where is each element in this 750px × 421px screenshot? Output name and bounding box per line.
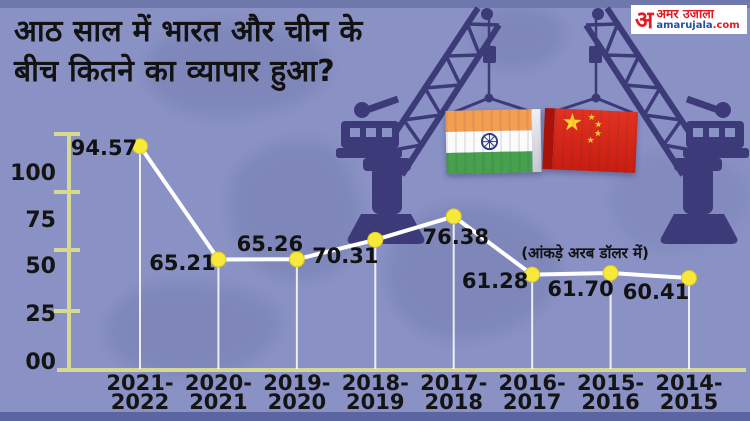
page-title-line1: आठ साल में भारत और चीन के: [14, 14, 363, 49]
amar-ujala-logo-mark: अ: [635, 5, 654, 34]
y-axis-tick: [54, 248, 80, 252]
x-axis-label: 2015- 2016: [576, 371, 645, 414]
y-axis-label: 25: [25, 302, 56, 327]
amar-ujala-brand-name: अमर उजाला: [656, 5, 714, 21]
x-axis-label: 2021- 2022: [106, 371, 174, 414]
india-flag-container: [445, 109, 542, 174]
y-axis-tick: [54, 190, 80, 194]
value-label: 65.26: [236, 232, 304, 257]
value-label: 70.31: [312, 243, 379, 268]
y-axis-label: 75: [25, 208, 56, 233]
data-point: [288, 251, 305, 268]
data-point: [132, 138, 148, 155]
y-axis-tick: [54, 132, 80, 136]
y-axis-label: 100: [10, 161, 56, 186]
y-axis-label: 50: [25, 254, 56, 279]
data-point: [681, 269, 698, 286]
india-flag: [445, 109, 533, 174]
x-axis-label: 2020- 2021: [184, 371, 252, 414]
x-axis-label: 2019- 2020: [263, 371, 331, 414]
value-label: 65.21: [149, 251, 216, 276]
india-flag-white-band: [445, 130, 533, 153]
value-label: 94.57: [70, 136, 138, 161]
data-point: [367, 231, 384, 248]
data-point: [210, 251, 227, 268]
amar-ujala-logo: अ अमर उजाला amarujala.com: [631, 5, 747, 34]
data-point: [602, 265, 619, 282]
y-axis: [67, 133, 71, 371]
y-axis-tick: [54, 309, 80, 313]
data-point: [445, 208, 462, 225]
value-label: 60.41: [622, 279, 690, 304]
value-label: 61.28: [461, 268, 529, 293]
bottom-edge-strip: [0, 412, 750, 421]
x-axis-label: 2017- 2018: [420, 371, 488, 414]
page-title: आठ साल में भारत और चीन के बीच कितने का व…: [14, 12, 363, 92]
x-axis-label: 2016- 2017: [498, 371, 566, 414]
y-axis-label: 00: [25, 350, 56, 375]
trend-line: [138, 144, 692, 280]
unit-note: (आंकड़े अरब डॉलर में): [521, 244, 649, 262]
x-axis: [57, 368, 746, 372]
x-axis-label: 2014- 2015: [655, 371, 723, 414]
x-axis-label: 2018- 2019: [341, 371, 409, 414]
top-edge-strip: [0, 0, 750, 8]
amar-ujala-site-url: amarujala.com: [656, 20, 740, 32]
value-label: 61.70: [547, 277, 614, 302]
data-point: [524, 266, 541, 283]
value-label: 76.38: [422, 225, 489, 250]
ashoka-chakra-icon: [480, 133, 498, 151]
page-title-line2: बीच कितने का व्यापार हुआ?: [14, 54, 335, 89]
